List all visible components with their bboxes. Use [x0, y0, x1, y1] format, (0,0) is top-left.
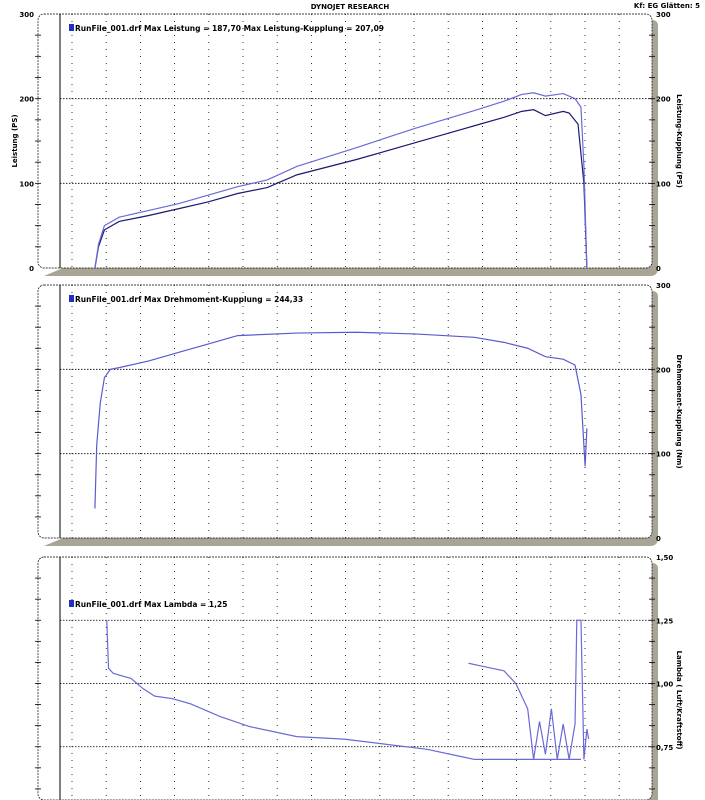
y2-tick-label: 300	[656, 282, 671, 290]
panel-frame	[37, 556, 653, 800]
panel-1: 0 0 100 100 200 200 300 300 Leistung (PS) Leistun…	[11, 11, 683, 276]
legend-swatch	[69, 295, 74, 302]
series-line-leistung	[94, 109, 588, 269]
y-tick-label: 0	[29, 265, 34, 273]
y2-tick-label: 1,50	[656, 554, 673, 562]
legend-text: RunFile_001.drf Max Drehmoment-Kupplung …	[75, 295, 303, 304]
panel-2: 0 100 200 300 Drehmoment-Kupplung (Nm) RunFil…	[35, 282, 683, 546]
series-line-lambda	[106, 620, 581, 761]
legend-text: RunFile_001.drf Max Leistung = 187,70 Ma…	[75, 24, 384, 33]
y2-tick-label: 0	[656, 535, 661, 543]
series-line-leistung-kupplung	[94, 92, 588, 269]
y-tick-label: 100	[19, 180, 34, 188]
y2-tick-label: 200	[656, 96, 671, 104]
y2-tick-label: 100	[656, 451, 671, 459]
y2-axis-label: Drehmoment-Kupplung (Nm)	[675, 354, 683, 468]
y2-tick-label: 0,75	[656, 744, 673, 752]
panel-frame	[37, 284, 653, 539]
y2-tick-label: 1,25	[656, 617, 673, 625]
y-tick-label: 300	[19, 11, 34, 19]
y2-tick-label: 0	[656, 265, 661, 273]
y2-tick-label: 100	[656, 180, 671, 188]
legend-text: RunFile_001.drf Max Lambda = 1,25	[75, 600, 227, 609]
y2-axis-label: Lambda ( Luft/Kraftstoff)	[675, 651, 683, 750]
series-line-drehmoment-kupplung	[94, 331, 588, 509]
y-tick-label: 200	[19, 96, 34, 104]
y2-axis-label: Leistung-Kupplung (PS)	[675, 94, 683, 188]
y2-tick-label: 1,00	[656, 681, 673, 689]
y-axis-label: Leistung (PS)	[11, 114, 19, 167]
chart-title: DYNOJET RESEARCH	[311, 3, 390, 11]
panel-frame	[37, 13, 653, 269]
y2-tick-label: 200	[656, 366, 671, 374]
panel-3: 0,75 1,00 1,25 1,50 Lambda ( Luft/Kraftstoff…	[35, 554, 683, 800]
series-line-lambda-2	[468, 619, 590, 760]
legend-swatch	[69, 24, 74, 31]
settings-label: Kf: EG Glätten: 5	[634, 2, 700, 10]
legend-swatch	[69, 600, 74, 607]
y2-tick-label: 300	[656, 11, 671, 19]
